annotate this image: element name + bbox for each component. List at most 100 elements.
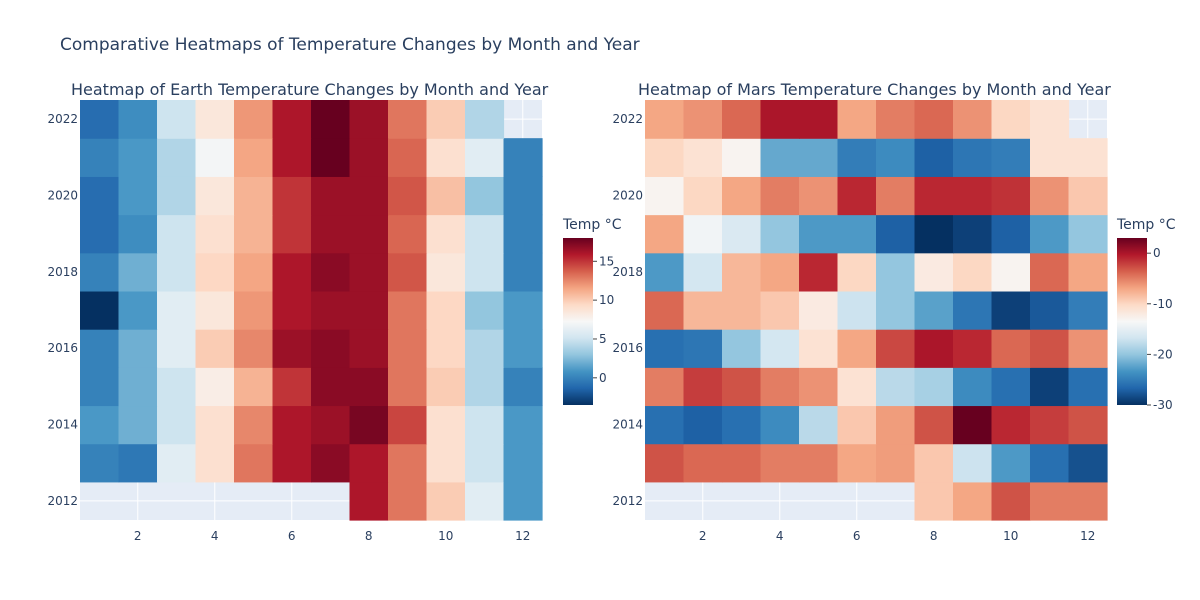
earth-x-axis: 2 4 6 8 10 12	[134, 529, 530, 543]
mars-heatmap-cell	[760, 100, 800, 139]
earth-heatmap-cell	[426, 214, 466, 254]
earth-heatmap-cell	[388, 252, 428, 292]
earth-heatmap-cell	[272, 405, 312, 445]
mars-heatmap-cell	[683, 290, 723, 330]
mars-heatmap-cell	[1068, 367, 1108, 407]
earth-heatmap-cell	[157, 290, 197, 330]
mars-heatmap-cell	[876, 100, 916, 139]
mars-heatmap-cell	[722, 405, 762, 445]
mars-x-tick-label: 12	[1080, 529, 1095, 543]
mars-heatmap-cell	[953, 290, 993, 330]
mars-heatmap-cell	[953, 214, 993, 254]
mars-heatmap-cell	[914, 100, 954, 139]
mars-heatmap-cell	[914, 405, 954, 445]
mars-heatmap-cell	[645, 367, 685, 407]
mars-heatmap-cell	[1030, 443, 1070, 483]
earth-heatmap-cell	[80, 100, 120, 139]
mars-heatmap-cell	[760, 176, 800, 216]
mars-heatmap-cell	[991, 290, 1031, 330]
earth-heatmap-cell	[311, 176, 351, 216]
mars-heatmap-cell	[914, 138, 954, 177]
figure-title: Comparative Heatmaps of Temperature Chan…	[60, 35, 640, 55]
earth-heatmap-cell	[311, 405, 351, 445]
mars-heatmap-cell	[1030, 405, 1070, 445]
mars-heatmap-cell	[760, 214, 800, 254]
mars-heatmap-cell	[991, 367, 1031, 407]
mars-heatmap-cell	[914, 252, 954, 292]
earth-heatmap-cell	[157, 176, 197, 216]
mars-heatmap-cell	[799, 443, 839, 483]
mars-heatmap-cell	[1030, 138, 1070, 177]
mars-heatmap-cell	[837, 367, 877, 407]
earth-heatmap-cell	[118, 329, 158, 368]
mars-heatmap-cell	[914, 290, 954, 330]
earth-heatmap-cell	[426, 329, 466, 368]
mars-heatmap-cell	[722, 214, 762, 254]
mars-heatmap-cell	[683, 367, 723, 407]
mars-heatmap-cell	[760, 290, 800, 330]
earth-heatmap-cell	[388, 100, 428, 139]
earth-heatmap-cell	[157, 138, 197, 177]
earth-heatmap-cell	[426, 100, 466, 139]
earth-y-tick-label: 2012	[47, 494, 78, 508]
mars-heatmap-cell	[1030, 367, 1070, 407]
earth-heatmap-cell	[503, 138, 543, 177]
mars-heatmap-cell	[991, 481, 1031, 521]
mars-heatmap-cell	[953, 252, 993, 292]
mars-heatmap-cell	[837, 329, 877, 368]
earth-heatmap-cell	[426, 252, 466, 292]
earth-heatmap-cell	[234, 176, 274, 216]
earth-heatmap-cell	[157, 100, 197, 139]
earth-heatmap-cell	[118, 443, 158, 483]
mars-colorbar: Temp °C 0 -10 -20 -30	[1116, 217, 1176, 412]
mars-heatmap-cell	[1030, 252, 1070, 292]
earth-y-tick-label: 2018	[47, 265, 78, 279]
mars-heatmap-cell	[799, 252, 839, 292]
mars-y-tick-label: 2020	[612, 188, 643, 202]
mars-heatmap-cell	[1030, 100, 1070, 139]
mars-heatmap-title: Heatmap of Mars Temperature Changes by M…	[638, 80, 1111, 99]
mars-heatmap-cell	[1030, 329, 1070, 368]
mars-heatmap-cell	[991, 252, 1031, 292]
earth-heatmap-cell	[195, 100, 235, 139]
mars-heatmap-cell	[683, 329, 723, 368]
mars-y-tick-label: 2016	[612, 341, 643, 355]
mars-heatmap-cell	[837, 176, 877, 216]
earth-heatmap-cell	[426, 138, 466, 177]
mars-heatmap-cell	[953, 405, 993, 445]
mars-x-tick-label: 4	[776, 529, 784, 543]
mars-heatmap-cell	[722, 138, 762, 177]
mars-heatmap-cell	[760, 329, 800, 368]
earth-heatmap-cell	[157, 443, 197, 483]
earth-colorbar-gradient	[563, 238, 593, 405]
earth-heatmap-cell	[426, 176, 466, 216]
earth-heatmap-cell	[426, 367, 466, 407]
earth-heatmap-cell	[388, 329, 428, 368]
mars-heatmap-cell	[799, 100, 839, 139]
earth-heatmap-cell	[503, 290, 543, 330]
mars-heatmap-cell	[722, 290, 762, 330]
mars-heatmap-cell	[953, 481, 993, 521]
earth-heatmap-cell	[349, 290, 389, 330]
earth-heatmap-cell	[118, 290, 158, 330]
mars-x-tick-label: 8	[930, 529, 938, 543]
earth-heatmap-cell	[272, 252, 312, 292]
earth-heatmap-cell	[195, 214, 235, 254]
mars-heatmap-cell	[876, 252, 916, 292]
earth-colorbar: Temp °C 0 5 10 15	[562, 217, 622, 405]
earth-heatmap-cell	[234, 329, 274, 368]
earth-heatmap-cell	[234, 367, 274, 407]
earth-colorbar-tick-label: 0	[599, 371, 607, 385]
earth-colorbar-tick-label: 5	[599, 332, 607, 346]
earth-y-tick-label: 2022	[47, 112, 78, 126]
mars-heatmap-cell	[1068, 329, 1108, 368]
earth-heatmap-cell	[388, 176, 428, 216]
earth-heatmap-cell	[157, 405, 197, 445]
mars-heatmap-cell	[760, 367, 800, 407]
mars-heatmap-cell	[760, 405, 800, 445]
mars-heatmap-cell	[760, 443, 800, 483]
mars-heatmap-cell	[953, 443, 993, 483]
mars-heatmap-cell	[991, 329, 1031, 368]
mars-heatmap-cell	[914, 329, 954, 368]
mars-heatmap-cell	[645, 443, 685, 483]
